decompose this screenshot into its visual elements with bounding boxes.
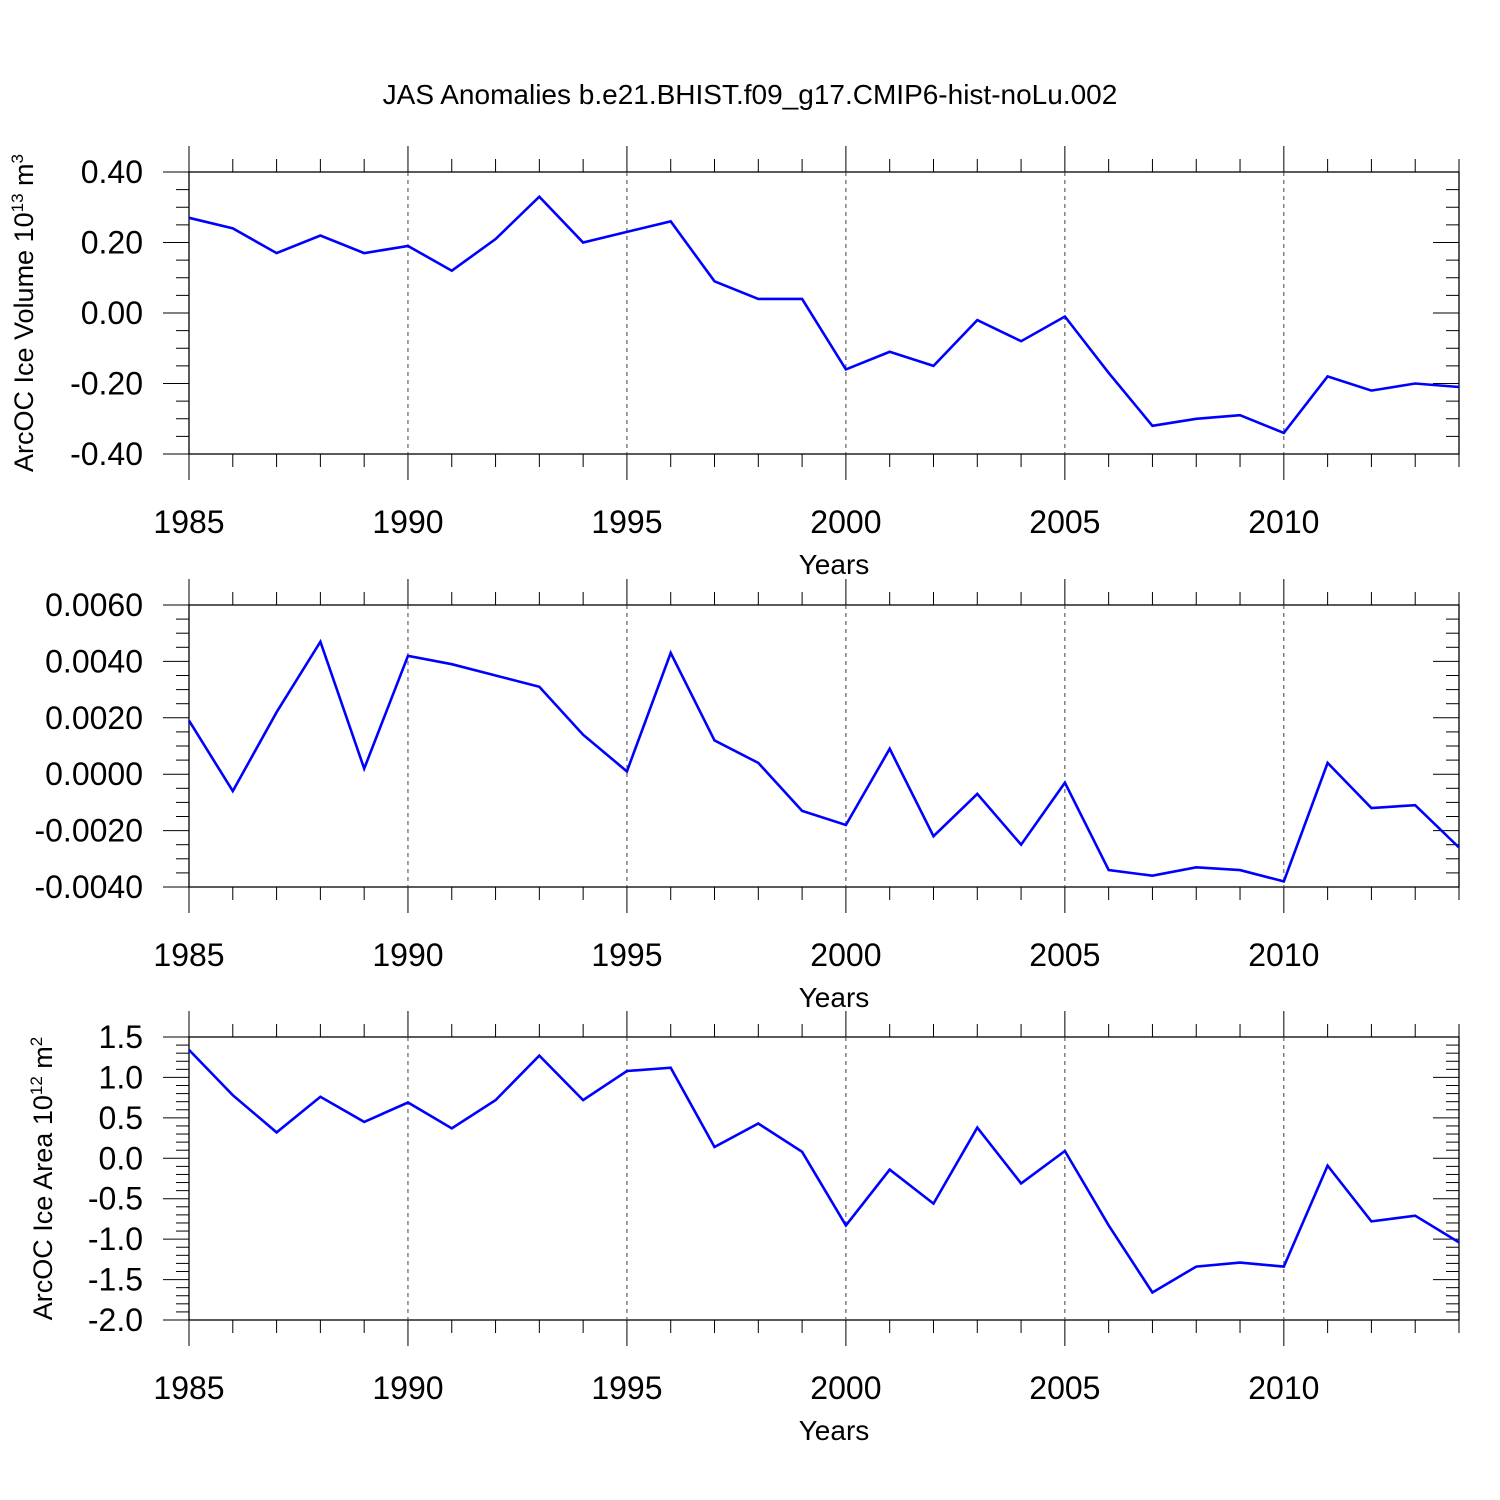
series-line-arcoc-ice-volume <box>188 194 1460 435</box>
x-tick-label: 2000 <box>810 937 881 973</box>
y-tick-label: 1.5 <box>99 1019 143 1055</box>
x-tick-label: 1990 <box>372 1370 443 1406</box>
plot-frame <box>188 171 1460 455</box>
plot-frame <box>188 604 1460 888</box>
y-tick-label: 0.00 <box>81 295 143 331</box>
y-tick-label: 0.0000 <box>45 756 143 792</box>
y-axis-label: ArcOC Ice Volume 1013 m3 <box>8 154 39 472</box>
x-axis-label: Years <box>799 982 870 1013</box>
y-tick-label: -0.5 <box>88 1181 143 1217</box>
x-tick-label: 1995 <box>591 937 662 973</box>
y-tick-label: -1.5 <box>88 1262 143 1298</box>
x-tick-label: 2000 <box>810 1370 881 1406</box>
x-tick-label: 1995 <box>591 1370 662 1406</box>
x-tick-label: 2010 <box>1248 937 1319 973</box>
chart-panels: 1985 1990 1995 2000 2005 2010 Years -0.40 -0.20 0… <box>8 146 1460 1446</box>
y-tick-label: 0.0 <box>99 1140 143 1176</box>
chart-panel-1: 1985 1990 1995 2000 2005 2010 Years -0.40 -0.20 0… <box>8 146 1460 580</box>
x-tick-label: 1990 <box>372 937 443 973</box>
series-line-arcoc-snow-volume <box>187 638 1460 883</box>
y-tick-label: 0.40 <box>81 154 143 190</box>
y-tick-label: -0.0040 <box>34 869 143 905</box>
x-tick-label: 1985 <box>153 1370 224 1406</box>
y-tick-label: -0.40 <box>70 436 143 472</box>
y-tick-label: 0.0060 <box>45 587 143 623</box>
y-tick-label: -0.20 <box>70 366 143 402</box>
chart-panel-2: 1985 1990 1995 2000 2005 2010 Years -0.0040 -0.0… <box>34 579 1460 1013</box>
x-axis-label: Years <box>799 1415 870 1446</box>
x-axis-label: Years <box>799 549 870 580</box>
y-tick-label: 0.5 <box>99 1100 143 1136</box>
x-tick-label: 1985 <box>153 937 224 973</box>
y-tick-label: -1.0 <box>88 1221 143 1257</box>
x-tick-label: 2005 <box>1029 937 1100 973</box>
y-axis-label: ArcOC Ice Area 1012 m2 <box>27 1037 58 1321</box>
x-tick-label: 2010 <box>1248 1370 1319 1406</box>
x-tick-label: 2005 <box>1029 1370 1100 1406</box>
chart-panel-3: 1985 1990 1995 2000 2005 2010 Years -2.0 -1.5 -1.… <box>27 1011 1460 1446</box>
x-tick-label: 2000 <box>810 504 881 540</box>
y-tick-label: 1.0 <box>99 1059 143 1095</box>
y-tick-label: 0.0040 <box>45 643 143 679</box>
y-tick-label: 0.20 <box>81 225 143 261</box>
x-tick-label: 1985 <box>153 504 224 540</box>
figure-title: JAS Anomalies b.e21.BHIST.f09_g17.CMIP6-… <box>383 79 1118 110</box>
x-tick-label: 1995 <box>591 504 662 540</box>
series-line-arcoc-ice-area <box>188 1048 1460 1295</box>
x-tick-label: 2010 <box>1248 504 1319 540</box>
plot-frame <box>188 1036 1460 1321</box>
x-tick-label: 1990 <box>372 504 443 540</box>
y-tick-label: -0.0020 <box>34 813 143 849</box>
y-tick-label: 0.0020 <box>45 700 143 736</box>
x-tick-label: 2005 <box>1029 504 1100 540</box>
y-tick-label: -2.0 <box>88 1302 143 1338</box>
